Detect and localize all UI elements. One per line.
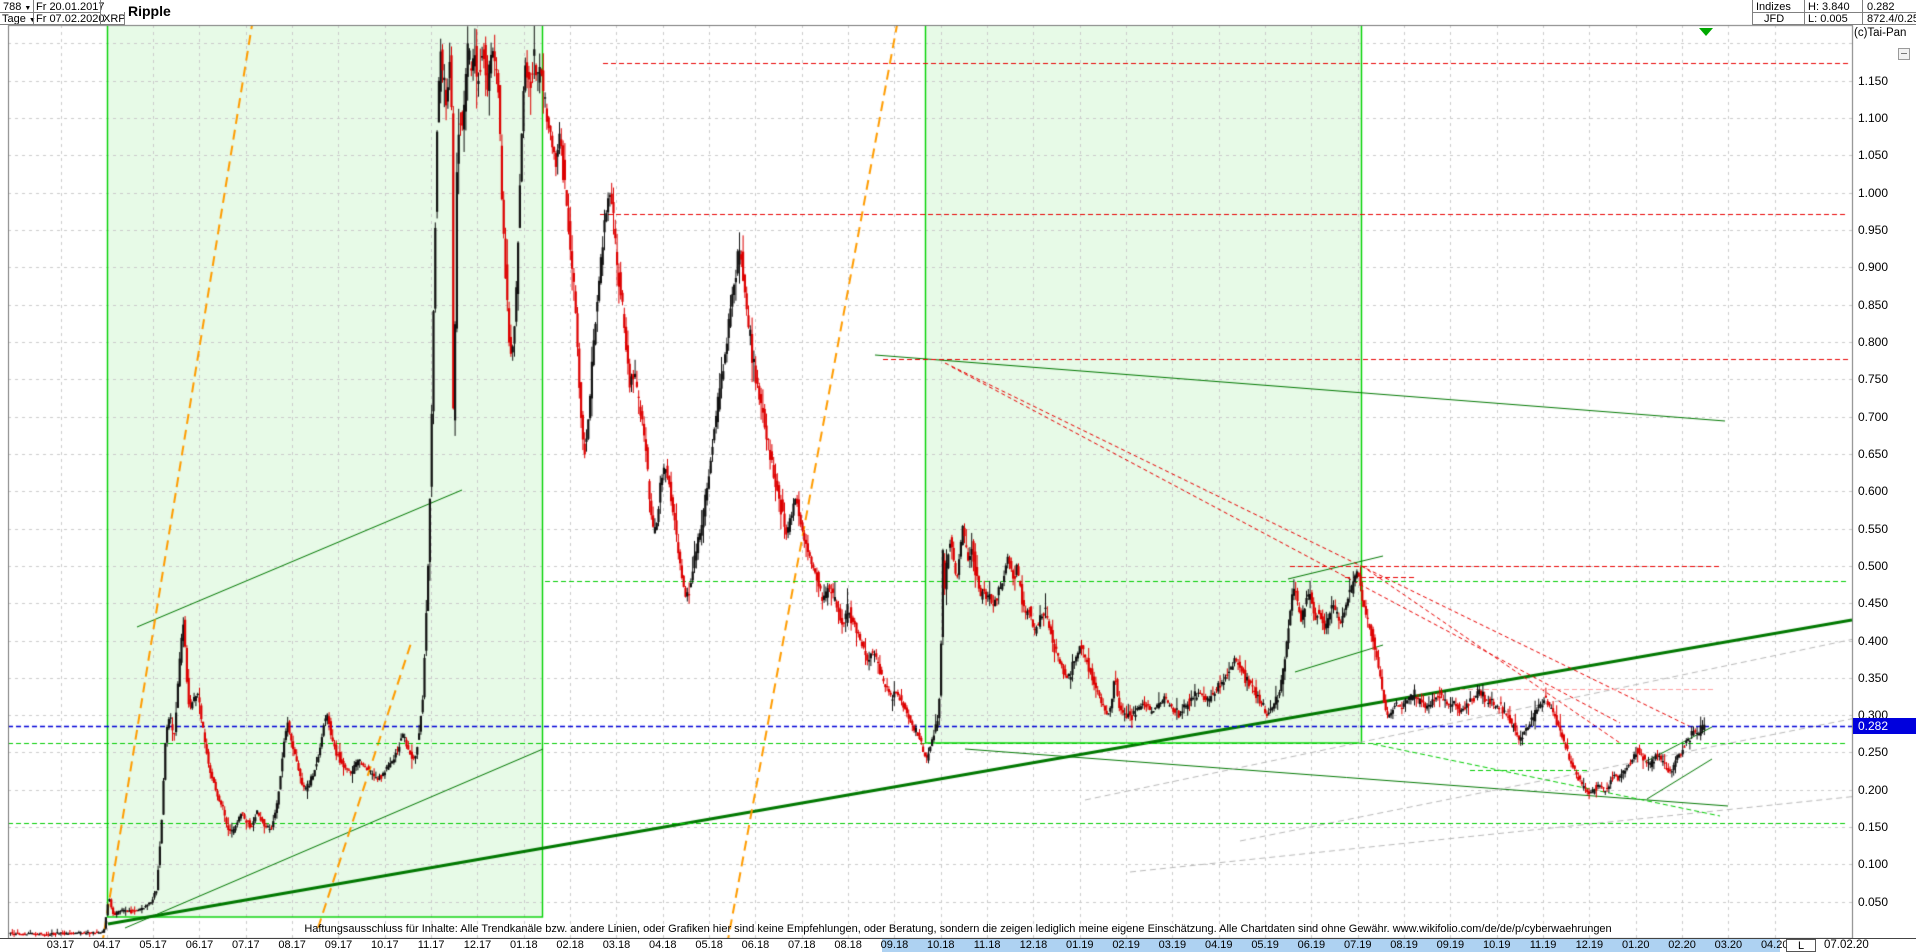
y-axis-tick-label: 1.150	[1858, 73, 1889, 88]
header-divider	[1752, 12, 1916, 13]
y-axis-tick-label: 1.100	[1858, 111, 1889, 126]
y-axis-tick-label: 0.200	[1858, 782, 1889, 797]
y-axis-tick-label: 0.350	[1858, 670, 1889, 685]
x-axis-tick-label: 03.20	[1714, 939, 1743, 951]
volume-label: 872.4/0.255	[1867, 13, 1916, 25]
x-axis-tick-label: 05.17	[139, 939, 167, 951]
header-divider	[0, 12, 100, 13]
x-axis-tick-label: 07.17	[232, 939, 260, 951]
x-axis-tick-label: 11.19	[1529, 939, 1557, 951]
current-price-tag: 0.282	[1853, 718, 1916, 734]
x-axis-tick-label: 10.17	[371, 939, 399, 951]
x-axis-tick-label: 03.19	[1158, 939, 1187, 951]
x-axis-tick-label: 04.20	[1760, 939, 1789, 951]
x-axis-tick-label: 01.18	[510, 939, 538, 951]
y-axis-tick-label: 0.650	[1858, 446, 1889, 461]
y-axis-tick-label: 0.700	[1858, 409, 1889, 424]
broker-label: JFD	[1764, 13, 1785, 25]
x-axis-tick-label: 10.18	[927, 939, 955, 951]
x-axis-tick-label: 04.18	[649, 939, 677, 951]
chevron-down-icon: ▼	[29, 17, 36, 24]
date-to-field[interactable]: Fr 07.02.2020	[36, 13, 105, 25]
y-axis-tick-label: 0.100	[1858, 857, 1889, 872]
x-axis-tick-label: 03.18	[602, 939, 631, 951]
copyright-label: (c)Tai-Pan	[1854, 27, 1907, 39]
y-axis-tick-label: 0.250	[1858, 745, 1889, 760]
x-axis-tick-label: 02.18	[556, 939, 584, 951]
header-divider	[1752, 24, 1916, 25]
y-axis-tick-label: 0.950	[1858, 223, 1889, 237]
x-axis-tick-label: 11.18	[973, 939, 1001, 951]
header-divider	[100, 0, 101, 24]
x-axis-tick-label: 07.19	[1343, 939, 1372, 951]
period-dropdown[interactable]: Tage ▼	[2, 13, 36, 27]
y-axis-tick-label: 0.050	[1858, 894, 1889, 909]
session-high-label: H: 3.840	[1808, 1, 1850, 13]
header-divider	[124, 12, 125, 24]
x-axis-tick-label: 02.19	[1112, 939, 1140, 951]
last-bar-marker-icon	[1699, 28, 1713, 36]
x-axis-tick-label: 01.20	[1621, 939, 1650, 951]
x-axis-selection-highlight	[882, 939, 1780, 952]
bars-count-dropdown[interactable]: 788 ▼	[3, 1, 32, 13]
y-axis-tick-label: 0.850	[1858, 297, 1889, 312]
x-axis-tick-label: 06.18	[741, 939, 770, 951]
y-axis-tick-label: 1.050	[1858, 148, 1889, 163]
x-axis-tick-label: 03.17	[46, 939, 75, 951]
x-axis-tick-label: 04.17	[93, 939, 121, 951]
x-axis-tick-label: 12.19	[1575, 939, 1604, 951]
x-axis-tick-label: 01.19	[1065, 939, 1094, 951]
symbol-label: XRP	[103, 13, 126, 25]
x-axis-tick-label: 09.18	[880, 939, 909, 951]
y-axis-tick-label: 1.000	[1858, 185, 1889, 200]
x-axis-tick-label: 08.19	[1390, 939, 1418, 951]
x-axis-tick-label: 09.19	[1436, 939, 1465, 951]
date-from-field[interactable]: Fr 20.01.2017	[36, 1, 105, 13]
x-axis-tick-label: 06.17	[185, 939, 214, 951]
y-axis-tick-label: 0.500	[1858, 558, 1889, 573]
chevron-down-icon: ▼	[24, 5, 32, 12]
y-axis-tick-label: 0.900	[1858, 260, 1889, 275]
x-axis-tick-label: 07.18	[788, 939, 816, 951]
x-axis-tick-label: 12.18	[1019, 939, 1048, 951]
last-price-label: 0.282	[1867, 1, 1895, 13]
x-axis-tick-label: 11.17	[417, 939, 445, 951]
x-axis-tick-label: 05.19	[1251, 939, 1279, 951]
y-axis-tick-label: 0.800	[1858, 334, 1889, 349]
x-axis-tick-label: 05.18	[695, 939, 723, 951]
disclaimer-text: Haftungsausschluss für Inhalte: Alle Tre…	[304, 923, 1612, 935]
header-divider	[0, 24, 125, 25]
y-axis-tick-label: 0.550	[1858, 521, 1889, 536]
x-axis-tick-label: 10.19	[1482, 939, 1511, 951]
session-low-label: L: 0.005	[1808, 13, 1848, 25]
feed-group-label: Indizes	[1756, 1, 1791, 13]
last-date-label: 07.02.20	[1824, 939, 1869, 951]
y-axis-tick-label: 0.600	[1858, 484, 1889, 499]
x-axis-tick-label: 08.18	[834, 939, 862, 951]
y-axis-tick-label: 0.750	[1858, 372, 1889, 387]
last-marker-box: L	[1786, 939, 1816, 952]
x-axis-tick-label: 08.17	[278, 939, 306, 951]
y-axis-tick-label: 0.150	[1858, 820, 1889, 835]
x-axis-tick-label: 06.19	[1297, 939, 1326, 951]
x-axis-tick-label: 04.19	[1204, 939, 1233, 951]
x-axis-tick-label: 12.17	[463, 939, 492, 951]
x-axis-tick-label: 02.20	[1668, 939, 1696, 951]
collapse-axis-button[interactable]	[1898, 48, 1910, 60]
x-axis-tick-label: 09.17	[324, 939, 353, 951]
y-axis-tick-label: 0.400	[1858, 633, 1889, 648]
page-title: Ripple	[128, 3, 171, 19]
y-axis-tick-label: 0.450	[1858, 596, 1889, 611]
